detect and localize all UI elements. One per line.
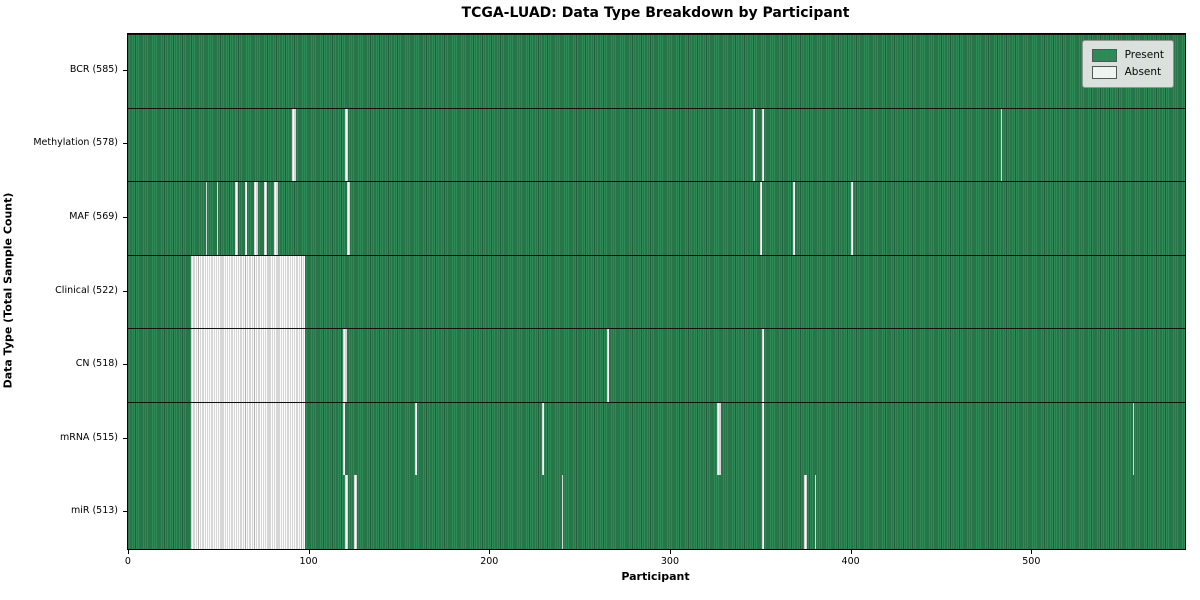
absent-mark (191, 402, 306, 476)
absent-mark (850, 182, 853, 255)
x-tick-mark (669, 550, 671, 554)
x-tick-label-500: 500 (1022, 556, 1041, 567)
x-tick-mark (127, 550, 129, 554)
x-tick-mark (850, 550, 852, 554)
absent-mark (344, 475, 349, 549)
absent-mark (344, 108, 349, 182)
y-tick-mark (122, 437, 127, 439)
absent-mark (245, 182, 248, 255)
y-tick-label-mir: miR (513) (70, 505, 118, 517)
y-tick-label-cn: CN (518) (75, 358, 118, 370)
y-tick-mark (122, 143, 127, 145)
y-tick-label-mrna: mRNA (515) (59, 431, 118, 443)
y-tick-label-bcr: BCR (585) (69, 63, 118, 75)
absent-mark (814, 475, 817, 549)
plot-area: Present Absent (127, 33, 1186, 550)
y-tick-label-methylation: Methylation (578) (33, 137, 118, 149)
absent-mark (415, 402, 418, 476)
y-tick-mark (122, 216, 127, 218)
y-tick-mark (122, 69, 127, 71)
y-tick-mark (122, 511, 127, 513)
absent-mark (254, 182, 259, 255)
y-tick-mark (122, 364, 127, 366)
absent-mark (1132, 402, 1135, 476)
legend-label-present: Present (1124, 49, 1164, 61)
row-maf (128, 181, 1185, 255)
y-tick-label-clinical: Clinical (522) (55, 284, 118, 296)
y-tick-label-maf: MAF (569) (69, 210, 118, 222)
row-cn (128, 328, 1185, 402)
absent-mark (205, 182, 208, 255)
absent-mark (762, 402, 764, 476)
absent-mark (274, 182, 278, 255)
x-tick-mark (489, 550, 491, 554)
absent-mark (1000, 108, 1003, 182)
x-tick-mark (1031, 550, 1033, 554)
legend: Present Absent (1081, 40, 1174, 88)
absent-mark (353, 475, 358, 549)
x-tick-mark (308, 550, 310, 554)
absent-mark (762, 329, 764, 402)
x-tick-label-300: 300 (660, 556, 680, 567)
present-swatch-icon (1091, 49, 1117, 62)
absent-mark (541, 402, 544, 476)
absent-mark (346, 182, 351, 255)
absent-mark (263, 182, 268, 255)
legend-label-absent: Absent (1124, 66, 1162, 78)
chart-title: TCGA-LUAD: Data Type Breakdown by Partic… (461, 5, 850, 21)
legend-item-present: Present (1091, 47, 1164, 64)
absent-mark (762, 475, 764, 549)
absent-mark (606, 329, 609, 402)
x-tick-label-400: 400 (841, 556, 860, 567)
absent-mark (760, 182, 763, 255)
row-methylation (128, 107, 1185, 182)
x-tick-label-100: 100 (299, 556, 318, 567)
absent-mark (191, 255, 306, 329)
absent-swatch-icon (1091, 66, 1117, 79)
row-clinical (128, 254, 1185, 329)
absent-mark (803, 475, 808, 549)
absent-mark (191, 475, 306, 549)
x-axis-title: Participant (621, 570, 690, 583)
x-tick-label-0: 0 (124, 556, 131, 567)
absent-mark (343, 402, 345, 476)
y-tick-mark (122, 290, 127, 292)
absent-mark (191, 329, 306, 402)
absent-mark (561, 475, 564, 549)
legend-item-absent: Absent (1091, 64, 1164, 81)
row-mrna (128, 401, 1185, 476)
absent-mark (792, 182, 795, 255)
absent-mark (292, 108, 297, 182)
row-bcr (128, 34, 1185, 108)
row-mir (128, 475, 1185, 549)
absent-mark (216, 182, 219, 255)
x-tick-label-200: 200 (480, 556, 499, 567)
absent-mark (717, 402, 721, 476)
absent-mark (343, 329, 347, 402)
absent-mark (234, 182, 239, 255)
absent-mark (753, 108, 755, 182)
absent-mark (762, 108, 764, 182)
